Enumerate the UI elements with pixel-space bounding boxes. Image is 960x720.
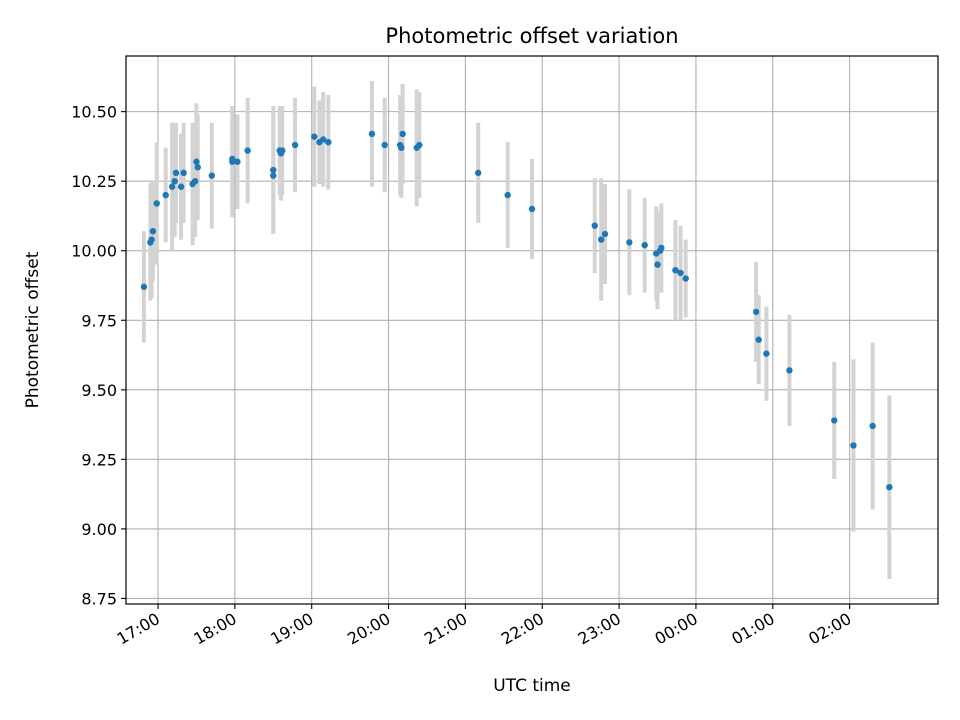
data-point	[869, 422, 876, 430]
data-point	[682, 275, 689, 282]
data-point	[270, 166, 277, 174]
data-point	[528, 205, 536, 213]
data-point	[148, 236, 155, 243]
chart-title: Photometric offset variation	[385, 24, 678, 48]
data-point	[504, 191, 511, 199]
x-axis-label: UTC time	[493, 676, 571, 696]
y-tick-label: 9.75	[81, 311, 117, 330]
data-point	[325, 139, 332, 146]
data-point	[149, 228, 157, 235]
data-point	[180, 169, 187, 177]
data-point	[654, 261, 661, 268]
data-point	[658, 244, 665, 252]
data-point	[601, 230, 609, 238]
data-point	[311, 133, 318, 140]
data-point	[381, 141, 388, 149]
data-point	[850, 442, 857, 449]
data-point	[229, 158, 236, 165]
data-point	[416, 141, 423, 149]
data-point	[172, 169, 180, 177]
data-point	[399, 130, 406, 138]
data-point	[153, 200, 160, 207]
y-tick-label: 10.25	[71, 172, 117, 191]
data-point	[140, 283, 148, 291]
data-point	[193, 158, 200, 165]
data-point	[291, 141, 299, 149]
data-point	[398, 144, 405, 151]
y-tick-label: 9.25	[81, 450, 117, 469]
data-point	[831, 417, 838, 424]
data-point	[475, 169, 482, 177]
y-tick-label: 8.75	[81, 589, 117, 608]
data-point	[191, 177, 199, 185]
data-point	[591, 222, 598, 229]
data-point	[763, 350, 770, 357]
data-point	[171, 177, 178, 185]
data-point	[270, 172, 277, 179]
data-point	[279, 147, 286, 154]
data-point	[755, 336, 762, 343]
data-point	[677, 269, 684, 277]
data-point	[244, 147, 251, 154]
data-point	[626, 239, 633, 246]
y-tick-label: 9.00	[81, 520, 117, 539]
data-point	[752, 308, 760, 316]
y-tick-label: 9.50	[81, 381, 117, 400]
data-point	[320, 136, 327, 143]
data-point	[641, 241, 648, 249]
data-point	[597, 236, 605, 243]
data-point	[194, 164, 201, 171]
data-point	[786, 367, 793, 374]
data-point	[234, 158, 241, 165]
data-point	[208, 172, 216, 179]
y-axis-label: Photometric offset	[23, 251, 43, 408]
data-points	[140, 130, 893, 491]
data-point	[168, 183, 176, 190]
data-point	[886, 483, 893, 491]
plot-frame	[125, 55, 939, 605]
data-point	[177, 183, 185, 190]
data-point	[672, 266, 679, 274]
y-tick-label: 10.50	[71, 103, 117, 122]
data-point	[162, 191, 169, 199]
y-tick-label: 10.00	[71, 242, 117, 261]
data-point	[368, 130, 376, 138]
